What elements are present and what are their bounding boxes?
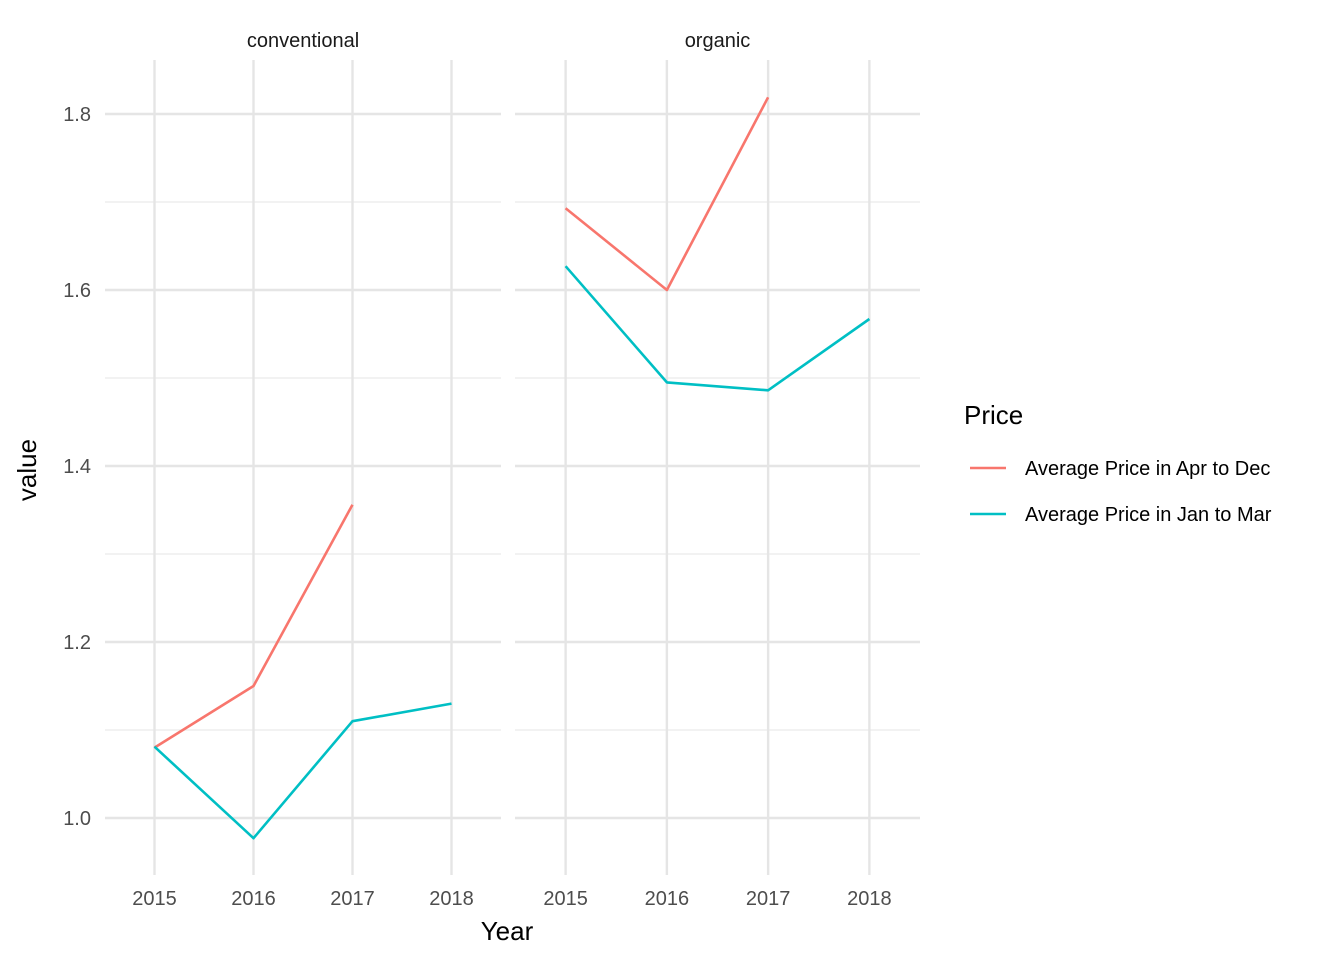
y-tick-label: 1.2 (63, 632, 91, 654)
x-tick-label: 2018 (429, 888, 474, 910)
legend-title: Price (964, 400, 1023, 430)
panel-title: conventional (247, 30, 359, 52)
legend-label: Average Price in Jan to Mar (1025, 504, 1272, 526)
x-tick-label: 2017 (330, 888, 375, 910)
series-line (564, 96, 770, 292)
y-tick-label: 1.6 (63, 280, 91, 302)
panel-organic: organic 2015 2016 2017 2018 (515, 30, 920, 910)
x-tick-label: 2015 (132, 888, 177, 910)
series-line (564, 265, 871, 392)
x-tick-label: 2017 (746, 888, 791, 910)
series-line (153, 702, 452, 840)
y-tick-label: 1.0 (63, 808, 91, 830)
x-tick-label: 2016 (231, 888, 276, 910)
panel-title: organic (685, 30, 751, 52)
x-tick-label: 2016 (645, 888, 690, 910)
series-line (153, 504, 354, 749)
x-tick-label: 2018 (847, 888, 892, 910)
y-tick-label: 1.4 (63, 456, 91, 478)
x-tick-label: 2015 (543, 888, 588, 910)
y-tick-label: 1.8 (63, 104, 91, 126)
legend-label: Average Price in Apr to Dec (1025, 458, 1270, 480)
y-axis-title: value (12, 439, 42, 501)
panel-conventional: conventional 2015 2016 2017 2018 (105, 30, 501, 910)
x-axis-title: Year (481, 916, 534, 946)
y-axis: 1.0 1.2 1.4 1.6 1.8 (63, 104, 91, 830)
legend: Price Average Price in Apr to Dec Average… (964, 400, 1272, 526)
